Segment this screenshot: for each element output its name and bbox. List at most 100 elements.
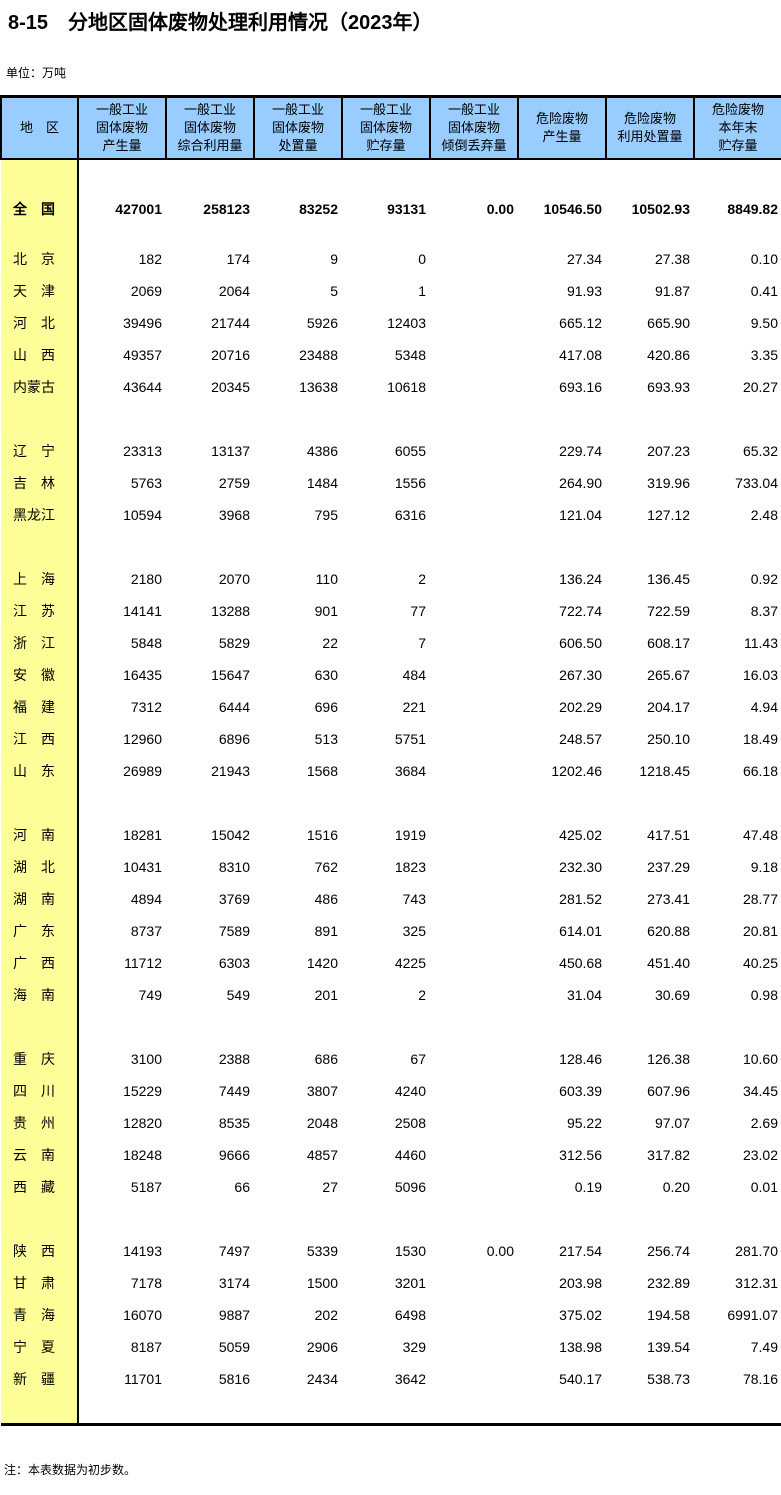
column-header-line: 一般工业 [183,101,236,117]
value-cell: 450.68 [559,954,602,971]
value-cell: 9.50 [750,314,778,331]
value-cell: 97.07 [654,1114,690,1131]
table-row: 上 海 2180 2070 110 2 136.24 136.45 0.92 [1,562,781,595]
value-cell: 229.74 [559,442,602,459]
value-cell: 128.46 [559,1050,602,1067]
value-cell: 451.40 [647,954,690,971]
table-row: 湖 北 10431 8310 762 1823 232.30 237.29 9.18 [1,850,781,883]
table-row: 黑龙江 10594 3968 795 6316 121.04 127.12 2.48 [1,498,781,531]
region-cell [1,224,79,243]
region-cell: 新 疆 [1,1362,79,1395]
table-header-row: 地 区一般工业 固体废物 产生量 一般工业 固体废物 综合利用量 一般工业 固体废物 处置量 一般… [0,95,781,160]
value-cell: 1500 [306,1274,338,1291]
column-header-line: 一般工业 [447,101,500,117]
table-row: 宁 夏 8187 5059 2906 329 138.98 139.54 7.49 [1,1330,781,1363]
value-cell: 273.41 [647,890,690,907]
value-cell: 375.02 [559,1306,602,1323]
value-cell: 620.88 [647,922,690,939]
region-column-header: 地 区 [0,95,79,160]
table-row: 福 建 7312 6444 696 221 202.29 204.17 4.94 [1,690,781,723]
region-cell [1,1202,79,1235]
value-cell: 12820 [123,1114,162,1131]
value-cell: 2.69 [750,1114,778,1131]
value-cell: 5187 [130,1178,162,1195]
spacer-row [1,1010,781,1043]
value-cell: 0.20 [662,1178,690,1195]
region-cell: 内蒙古 [1,370,79,403]
column-header-line: 处置量 [278,137,318,153]
value-cell: 11.43 [744,634,778,651]
region-cell: 宁 夏 [1,1330,79,1363]
value-cell: 23488 [299,346,338,363]
value-cell: 182 [138,250,162,267]
value-cell: 22 [322,634,338,651]
value-cell: 6896 [218,730,250,747]
value-cell: 427001 [115,200,162,217]
value-cell: 5816 [218,1370,250,1387]
column-header-line: 固体废物 [95,119,148,135]
column-header-line: 贮存量 [718,137,758,153]
column-header: 一般工业 固体废物 贮存量 [341,95,431,160]
value-cell: 91.87 [654,282,690,299]
value-cell [430,691,518,723]
region-cell: 四 川 [1,1074,79,1107]
value-cell: 4857 [306,1146,338,1163]
value-cell: 6444 [218,698,250,715]
value-cell: 1530 [394,1242,426,1259]
value-cell: 174 [226,250,250,267]
value-cell: 267.30 [559,666,602,683]
value-cell: 110 [315,570,338,587]
value-cell: 749 [138,986,162,1003]
value-cell: 194.58 [647,1306,690,1323]
table-row: 山 东 26989 21943 1568 3684 1202.46 1218.45 66.18 [1,754,781,787]
footnote: 注：本表数据为初步数。 [4,1463,137,1477]
region-cell: 陕 西 [1,1234,79,1267]
value-cell: 65.32 [742,442,778,459]
value-cell: 31.04 [566,986,602,1003]
empty-cell [78,531,781,563]
empty-cell [78,403,781,435]
value-cell: 722.74 [559,602,602,619]
value-cell: 27.34 [566,250,602,267]
value-cell: 265.67 [647,666,690,683]
value-cell [430,563,518,595]
region-cell: 山 东 [1,754,79,787]
value-cell: 417.08 [559,346,602,363]
value-cell: 6303 [218,954,250,971]
value-cell: 722.59 [647,602,690,619]
value-cell: 18.49 [742,730,778,747]
value-cell: 325 [402,922,426,939]
column-header: 危险废物 本年末 贮存量 [693,95,781,160]
value-cell: 248.57 [559,730,602,747]
value-cell [430,1075,518,1107]
column-header-line: 利用处置量 [617,128,683,144]
value-cell [430,243,518,275]
value-cell [430,339,518,371]
value-cell: 30.69 [654,986,690,1003]
value-cell: 77 [410,602,426,619]
value-cell: 23313 [123,442,162,459]
value-cell: 2906 [306,1338,338,1355]
column-header-line: 贮存量 [366,137,406,153]
column-header-line: 危险废物 [535,110,588,126]
region-cell [1,1394,79,1425]
value-cell: 8535 [218,1114,250,1131]
table-row: 安 徽 16435 15647 630 484 267.30 265.67 16.03 [1,658,781,691]
value-cell: 1202.46 [551,762,602,779]
table-row: 广 东 8737 7589 891 325 614.01 620.88 20.81 [1,914,781,947]
region-cell: 广 东 [1,914,79,947]
value-cell: 258123 [203,200,250,217]
value-cell: 3968 [218,506,250,523]
value-cell: 5848 [130,634,162,651]
value-cell: 10.60 [742,1050,778,1067]
value-cell [430,1043,518,1075]
table-row: 河 南 18281 15042 1516 1919 425.02 417.51 47.48 [1,818,781,851]
column-header-line: 地 区 [19,119,59,135]
value-cell: 67 [410,1050,426,1067]
column-header: 一般工业 固体废物 产生量 [77,95,167,160]
spacer-row [1,530,781,563]
value-cell: 2069 [130,282,162,299]
column-header-line: 产生量 [542,128,582,144]
value-cell: 630 [314,666,338,683]
spacer-row [1,1394,781,1425]
